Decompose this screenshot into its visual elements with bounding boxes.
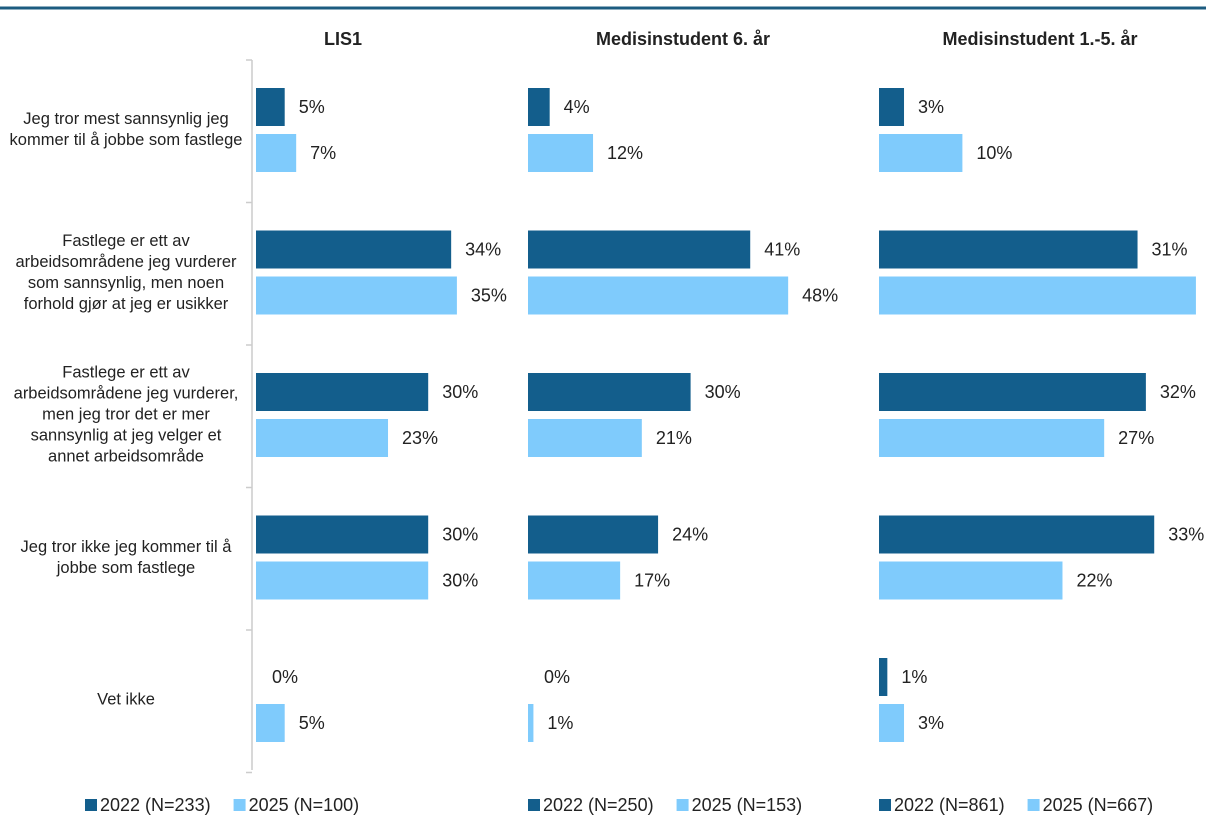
- value-label: 34%: [465, 239, 501, 259]
- legend-label: 2022 (N=233): [100, 795, 211, 815]
- value-label: 30%: [442, 382, 478, 402]
- bar: [256, 515, 429, 554]
- category-label: Jeg tror ikke jeg kommer til å jobbe som…: [20, 537, 232, 577]
- bar: [528, 561, 621, 600]
- value-label: 12%: [607, 143, 643, 163]
- bar: [256, 704, 285, 742]
- value-label: 10%: [976, 143, 1012, 163]
- bar: [256, 134, 297, 172]
- panel-title: Medisinstudent 1.-5. år: [942, 29, 1137, 49]
- value-label: 21%: [656, 428, 692, 448]
- value-label: 23%: [402, 428, 438, 448]
- panel-title: Medisinstudent 6. år: [596, 29, 770, 49]
- legend-label: 2022 (N=861): [894, 795, 1005, 815]
- value-label: 33%: [1168, 524, 1204, 544]
- value-label: 31%: [1152, 239, 1188, 259]
- category-label: Fastlege er ett av arbeidsområdene jeg v…: [13, 363, 239, 466]
- value-label: 5%: [299, 713, 325, 733]
- value-label: 3%: [918, 713, 944, 733]
- category-label: Fastlege er ett av arbeidsområdene jeg v…: [15, 231, 237, 313]
- bar: [256, 419, 389, 457]
- bar: [879, 704, 905, 742]
- value-label: 1%: [901, 667, 927, 687]
- bar: [256, 88, 285, 126]
- value-label: 35%: [471, 285, 507, 305]
- legend-swatch: [676, 799, 689, 811]
- value-label: 22%: [1076, 570, 1112, 590]
- value-label: 30%: [442, 570, 478, 590]
- value-label: 17%: [634, 570, 670, 590]
- value-label: 4%: [564, 97, 590, 117]
- legend-swatch: [879, 799, 891, 811]
- bar: [528, 230, 751, 269]
- bar: [528, 419, 642, 457]
- legend-label: 2025 (N=153): [692, 795, 803, 815]
- value-label: 0%: [272, 667, 298, 687]
- legend-swatch: [528, 799, 540, 811]
- value-label: 27%: [1118, 428, 1154, 448]
- value-label: 48%: [802, 285, 838, 305]
- bar: [256, 276, 457, 315]
- bar: [528, 704, 534, 742]
- legend-swatch: [233, 799, 246, 811]
- bar: [256, 561, 429, 600]
- value-label: 5%: [299, 97, 325, 117]
- legend-label: 2025 (N=100): [249, 795, 360, 815]
- value-label: 32%: [1160, 382, 1196, 402]
- value-label: 30%: [442, 524, 478, 544]
- value-label: 3%: [918, 97, 944, 117]
- category-label: Vet ikke: [97, 690, 155, 709]
- value-label: 1%: [547, 713, 573, 733]
- legend-swatch: [1027, 799, 1040, 811]
- bar: [879, 373, 1146, 411]
- bar: [528, 88, 550, 126]
- bar: [879, 134, 963, 172]
- value-label: 7%: [310, 143, 336, 163]
- bar: [879, 515, 1155, 554]
- category-label: Jeg tror mest sannsynlig jeg kommer til …: [9, 110, 243, 149]
- legend-label: 2022 (N=250): [543, 795, 654, 815]
- value-label: 30%: [705, 382, 741, 402]
- bar: [528, 373, 691, 411]
- legend-label: 2025 (N=667): [1043, 795, 1154, 815]
- bar: [879, 419, 1105, 457]
- bar: [879, 658, 888, 696]
- bar: [879, 88, 905, 126]
- bar: [879, 276, 1196, 315]
- value-label: 41%: [764, 239, 800, 259]
- bar: [528, 515, 659, 554]
- value-label: 24%: [672, 524, 708, 544]
- bar: [879, 230, 1138, 269]
- legend-swatch: [85, 799, 97, 811]
- bar: [256, 230, 452, 269]
- bar: [528, 276, 789, 315]
- bar: [528, 134, 594, 172]
- panel-title: LIS1: [324, 29, 362, 49]
- bar: [256, 373, 429, 411]
- bar: [879, 561, 1063, 600]
- value-label: 0%: [544, 667, 570, 687]
